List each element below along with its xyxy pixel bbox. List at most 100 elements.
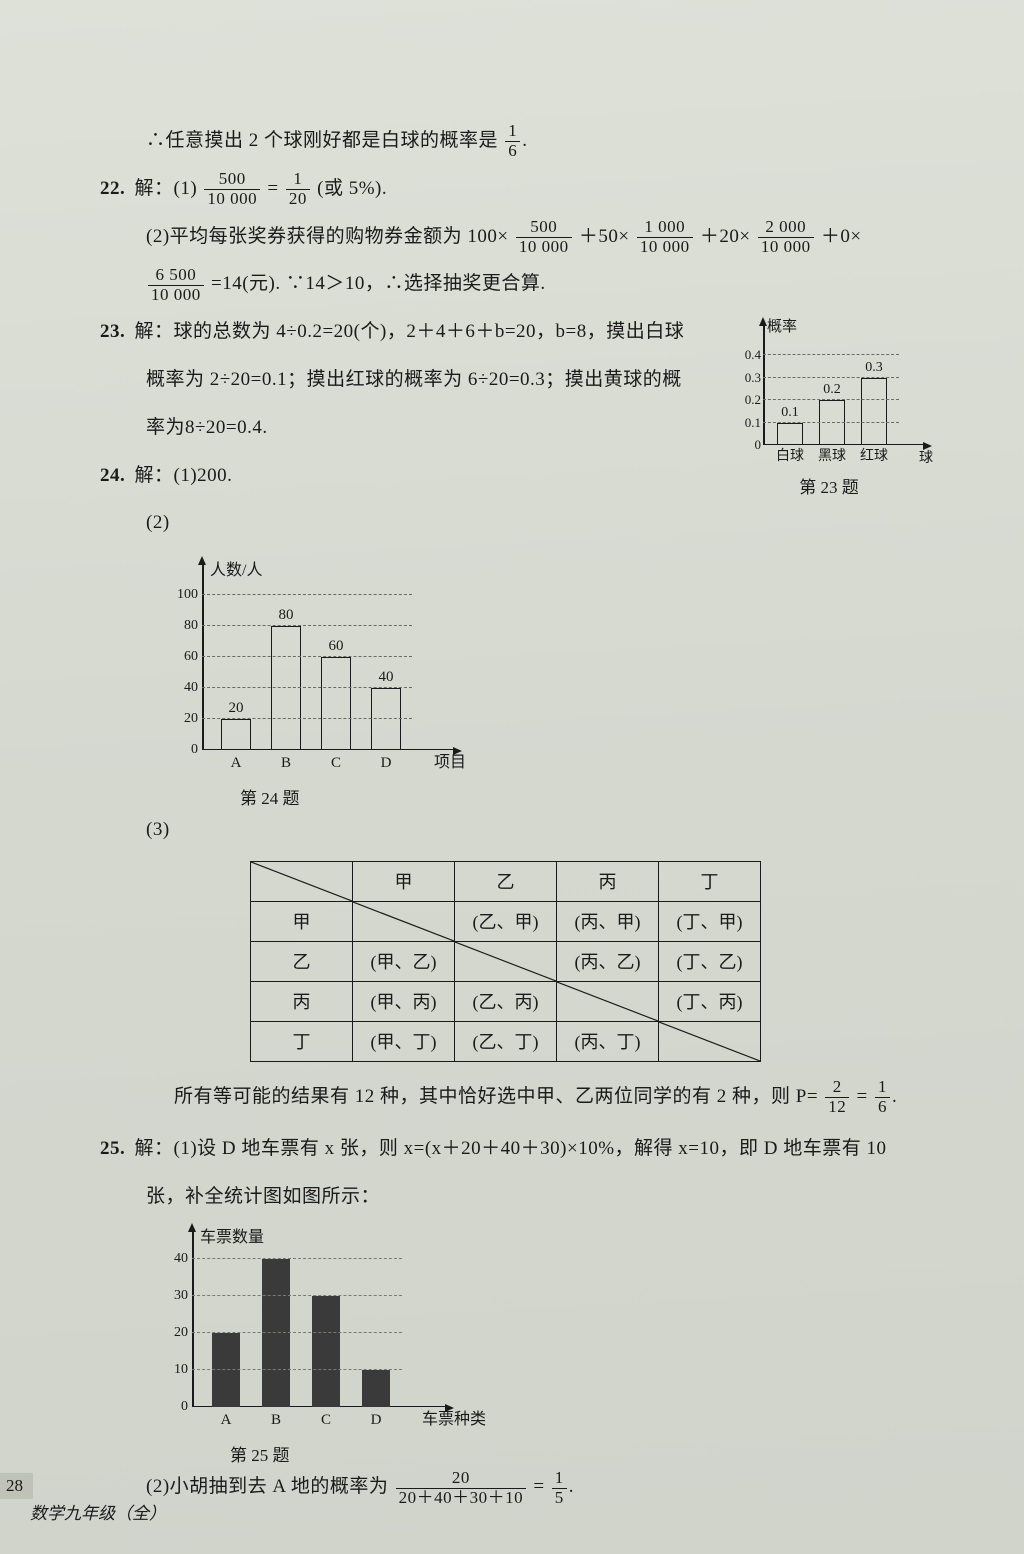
q21-text: ∴任意摸出 2 个球刚好都是白球的概率是 <box>146 130 498 151</box>
arrow-up-icon <box>198 556 206 565</box>
x-category: C <box>316 755 356 772</box>
q25-part2: (2)小胡抽到去 A 地的概率为 2020＋40＋30＋10 = 15. <box>146 1466 934 1508</box>
q22-line2: (2)平均每张奖券获得的购物券金额为 100× 50010 000 ＋50× 1… <box>146 216 934 258</box>
bar-wrap: 80 <box>266 607 306 750</box>
q23-chart-block: 概率 0.10.20.3 白球黑球红球 球 00.10.20.30.4 第 23… <box>724 317 934 498</box>
bar <box>321 657 351 750</box>
ytick: 80 <box>168 618 198 634</box>
ytick: 0.1 <box>733 415 761 431</box>
q25-fracR: 15 <box>552 1469 567 1507</box>
q23-xtail: 球 <box>919 447 933 467</box>
q25-chart: 车票数量 ABCD 车票种类 010203040 <box>152 1225 452 1435</box>
q23-xlabels: 白球黑球红球 <box>763 445 911 465</box>
arrow-up-icon <box>759 317 767 326</box>
x-category: D <box>358 1412 394 1429</box>
table-cell: (丙、甲) <box>557 901 659 941</box>
table-cell: (甲、乙) <box>353 941 455 981</box>
q23-chart: 概率 0.10.20.3 白球黑球红球 球 00.10.20.30.4 <box>729 317 929 467</box>
q22-t4: 6 50010 000 <box>148 266 204 304</box>
q23-ylabel: 概率 <box>767 315 797 336</box>
table-cell: (乙、甲) <box>455 901 557 941</box>
gridline <box>763 422 899 423</box>
q22-t2: 1 00010 000 <box>637 218 693 256</box>
bar-wrap: 0.2 <box>815 382 849 445</box>
q22-p1-frac1: 500 10 000 <box>204 170 260 208</box>
gridline <box>192 1258 402 1259</box>
gridline <box>192 1369 402 1370</box>
q24-part2-marker: (2) <box>146 502 934 544</box>
table-cell: (丁、乙) <box>659 941 761 981</box>
bar <box>262 1259 290 1407</box>
q25-ylabel: 车票数量 <box>200 1223 264 1247</box>
table-cell: (甲、丁) <box>353 1021 455 1061</box>
gridline <box>202 718 412 719</box>
q22-p1-frac2: 1 20 <box>286 170 310 208</box>
row-header: 乙 <box>251 941 353 981</box>
q23-caption: 第 23 题 <box>724 473 934 498</box>
q24-fracB: 16 <box>875 1078 890 1116</box>
q24-xtail: 项目 <box>434 748 466 772</box>
col-header: 乙 <box>455 861 557 901</box>
bar-value: 80 <box>279 607 294 624</box>
bar-wrap <box>308 1296 344 1407</box>
ytick: 0.2 <box>733 392 761 408</box>
col-header: 甲 <box>353 861 455 901</box>
table-cell <box>557 981 659 1021</box>
bar <box>312 1296 340 1407</box>
q25-bars <box>192 1247 432 1407</box>
bar-wrap: 20 <box>216 700 256 750</box>
ytick: 0 <box>160 1399 188 1415</box>
table-cell <box>455 941 557 981</box>
q24-caption: 第 24 题 <box>240 784 934 809</box>
q23-num: 23. <box>100 321 125 342</box>
bar-wrap: 0.3 <box>857 360 891 446</box>
bar-wrap <box>258 1259 294 1407</box>
q25-line1: 25. 解：(1)设 D 地车票有 x 张，则 x=(x＋20＋40＋30)×1… <box>100 1128 934 1170</box>
q22-t1: 50010 000 <box>516 218 572 256</box>
gridline <box>192 1295 402 1296</box>
table-cell: (甲、丙) <box>353 981 455 1021</box>
bar-wrap: 0.1 <box>773 405 807 446</box>
q22-line3: 6 50010 000 =14(元). ∵14＞10，∴选择抽奖更合算. <box>146 263 934 305</box>
table-cell <box>659 1021 761 1061</box>
x-category: 黑球 <box>815 445 849 465</box>
x-category: A <box>216 755 256 772</box>
x-category: 白球 <box>773 445 807 465</box>
row-header: 甲 <box>251 901 353 941</box>
q25-xtail: 车票种类 <box>422 1405 486 1429</box>
ytick: 40 <box>160 1251 188 1267</box>
ytick: 60 <box>168 649 198 665</box>
q22-label: 解：(1) <box>135 178 198 199</box>
row-header: 丙 <box>251 981 353 1021</box>
q21-conclusion: ∴任意摸出 2 个球刚好都是白球的概率是 1 6 . <box>146 120 934 162</box>
q23-bars: 0.10.20.3 <box>763 335 911 445</box>
bar <box>861 378 887 446</box>
bar-wrap <box>208 1333 244 1407</box>
bar <box>271 626 301 750</box>
q24-table-wrap: 甲乙丙丁甲(乙、甲)(丙、甲)(丁、甲)乙(甲、乙)(丙、乙)(丁、乙)丙(甲、… <box>250 861 934 1062</box>
ytick: 100 <box>168 587 198 603</box>
q25-xlabels: ABCD <box>192 1412 432 1429</box>
gridline <box>202 656 412 657</box>
table-cell <box>353 901 455 941</box>
bar-wrap: 40 <box>366 669 406 750</box>
ytick: 20 <box>168 711 198 727</box>
q22-line1: 22. 解：(1) 500 10 000 = 1 20 (或 5%). <box>100 168 934 210</box>
q25-caption: 第 25 题 <box>230 1441 934 1466</box>
table-cell: (丁、丙) <box>659 981 761 1021</box>
gridline <box>763 377 899 378</box>
page-number: 28 <box>0 1473 33 1499</box>
x-category: B <box>266 755 306 772</box>
bar <box>819 400 845 445</box>
ytick: 30 <box>160 1288 188 1304</box>
bar <box>777 423 803 446</box>
ytick: 0.4 <box>733 347 761 363</box>
bar <box>362 1370 390 1407</box>
x-category: C <box>308 1412 344 1429</box>
table-cell: (丙、丁) <box>557 1021 659 1061</box>
q25-line1b: 张，补全统计图如图所示： <box>146 1176 934 1218</box>
bar-value: 40 <box>379 669 394 686</box>
gridline <box>202 687 412 688</box>
table-cell: (乙、丙) <box>455 981 557 1021</box>
gridline <box>763 354 899 355</box>
